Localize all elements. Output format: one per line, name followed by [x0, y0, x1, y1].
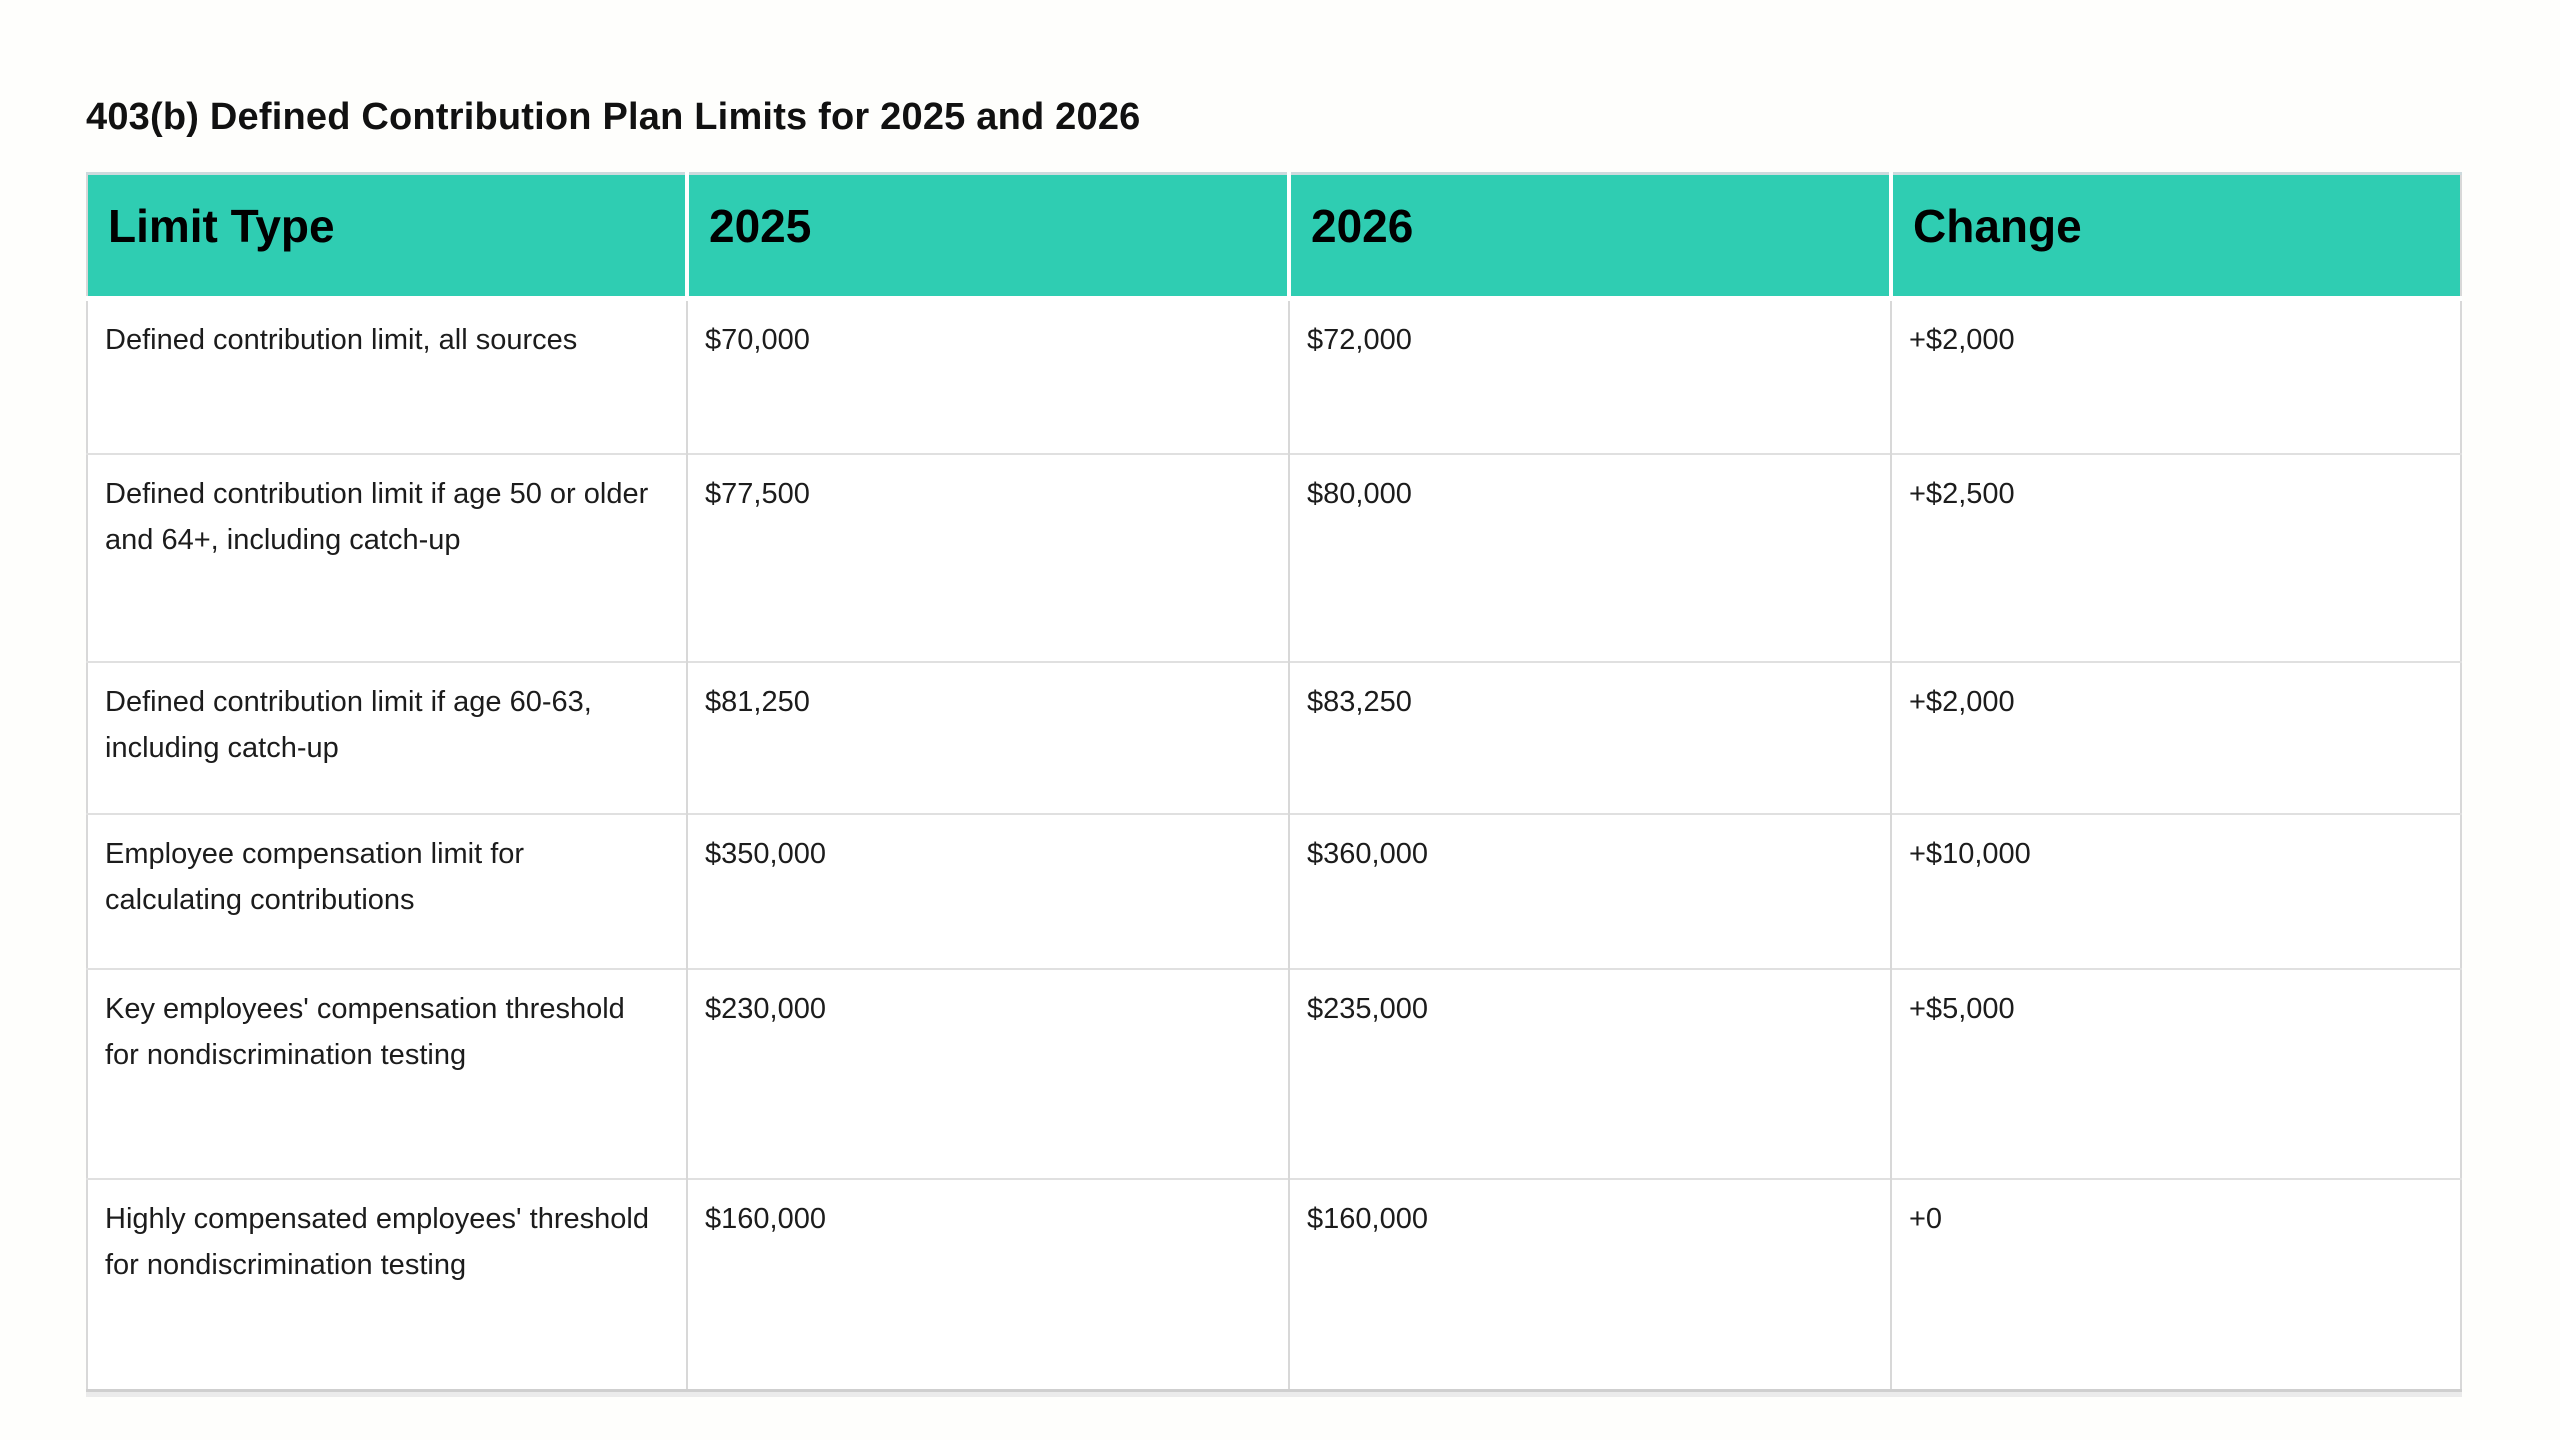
page-title: 403(b) Defined Contribution Plan Limits … — [86, 96, 1141, 138]
cell-limit-type: Defined contribution limit if age 50 or … — [87, 452, 688, 662]
cell-2025: $70,000 — [687, 297, 1290, 454]
cell-limit-type: Employee compensation limit for calculat… — [87, 812, 688, 969]
cell-2026: $80,000 — [1289, 452, 1892, 662]
cell-change: +$2,500 — [1891, 452, 2461, 662]
cell-limit-type: Highly compensated employees' threshold … — [87, 1177, 688, 1391]
cell-2025: $230,000 — [687, 967, 1290, 1179]
cell-2025: $77,500 — [687, 452, 1290, 662]
cell-2025: $160,000 — [687, 1177, 1290, 1391]
cell-2026: $72,000 — [1289, 297, 1892, 454]
cell-2025: $81,250 — [687, 660, 1290, 814]
table-row: Employee compensation limit for calculat… — [87, 812, 2461, 969]
column-header-change: Change — [1891, 173, 2461, 301]
header-row: Limit Type 2025 2026 Change — [87, 173, 2461, 301]
cell-limit-type: Key employees' compensation threshold fo… — [87, 967, 688, 1179]
table-row: Defined contribution limit if age 50 or … — [87, 452, 2461, 662]
cell-change: +0 — [1891, 1177, 2461, 1391]
cell-2026: $360,000 — [1289, 812, 1892, 969]
cell-limit-type: Defined contribution limit if age 60-63,… — [87, 660, 688, 814]
cell-2026: $83,250 — [1289, 660, 1892, 814]
cell-change: +$10,000 — [1891, 812, 2461, 969]
cell-change: +$5,000 — [1891, 967, 2461, 1179]
column-header-limit-type: Limit Type — [87, 173, 689, 301]
cell-limit-type: Defined contribution limit, all sources — [87, 297, 688, 454]
limits-table: Limit Type 2025 2026 Change Defined cont… — [86, 172, 2462, 1392]
cell-2026: $160,000 — [1289, 1177, 1892, 1391]
column-header-2025: 2025 — [687, 173, 1291, 301]
cell-2026: $235,000 — [1289, 967, 1892, 1179]
table-row: Key employees' compensation threshold fo… — [87, 967, 2461, 1179]
table-row: Defined contribution limit if age 60-63,… — [87, 660, 2461, 814]
cell-change: +$2,000 — [1891, 297, 2461, 454]
cell-2025: $350,000 — [687, 812, 1290, 969]
cell-change: +$2,000 — [1891, 660, 2461, 814]
column-header-2026: 2026 — [1289, 173, 1893, 301]
table-row: Highly compensated employees' threshold … — [87, 1177, 2461, 1391]
table-row: Defined contribution limit, all sources … — [87, 297, 2461, 454]
